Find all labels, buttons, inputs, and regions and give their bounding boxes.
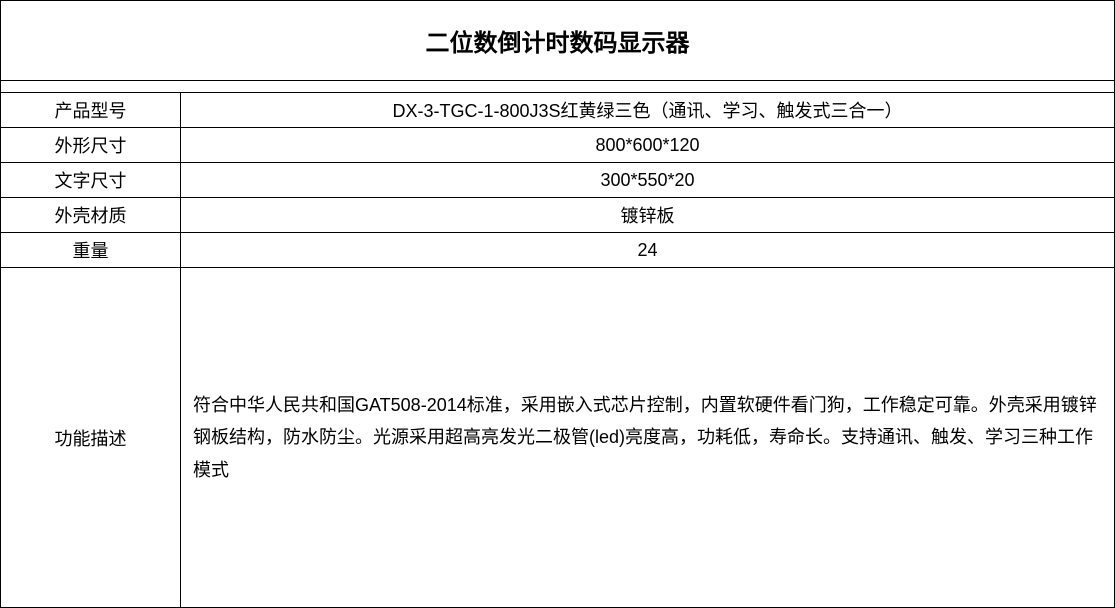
row-value-weight: 24 xyxy=(181,233,1115,268)
row-label-material: 外壳材质 xyxy=(1,198,181,233)
spec-table: 二位数倒计时数码显示器 产品型号 DX-3-TGC-1-800J3S红黄绿三色（… xyxy=(0,0,1115,608)
description-label: 功能描述 xyxy=(1,268,181,608)
table-title: 二位数倒计时数码显示器 xyxy=(1,1,1115,81)
spec-table-container: 二位数倒计时数码显示器 产品型号 DX-3-TGC-1-800J3S红黄绿三色（… xyxy=(0,0,1115,608)
row-value-model: DX-3-TGC-1-800J3S红黄绿三色（通讯、学习、触发式三合一） xyxy=(181,93,1115,128)
table-row: 文字尺寸 300*550*20 xyxy=(1,163,1115,198)
spacer-row xyxy=(1,81,1115,93)
spacer-cell xyxy=(1,81,1115,93)
row-value-dimensions: 800*600*120 xyxy=(181,128,1115,163)
table-row: 产品型号 DX-3-TGC-1-800J3S红黄绿三色（通讯、学习、触发式三合一… xyxy=(1,93,1115,128)
row-label-dimensions: 外形尺寸 xyxy=(1,128,181,163)
row-label-weight: 重量 xyxy=(1,233,181,268)
table-row: 重量 24 xyxy=(1,233,1115,268)
description-value: 符合中华人民共和国GAT508-2014标准，采用嵌入式芯片控制，内置软硬件看门… xyxy=(181,268,1115,608)
title-row: 二位数倒计时数码显示器 xyxy=(1,1,1115,81)
table-row: 外壳材质 镀锌板 xyxy=(1,198,1115,233)
row-value-text-size: 300*550*20 xyxy=(181,163,1115,198)
description-row: 功能描述 符合中华人民共和国GAT508-2014标准，采用嵌入式芯片控制，内置… xyxy=(1,268,1115,608)
row-label-model: 产品型号 xyxy=(1,93,181,128)
row-label-text-size: 文字尺寸 xyxy=(1,163,181,198)
row-value-material: 镀锌板 xyxy=(181,198,1115,233)
table-row: 外形尺寸 800*600*120 xyxy=(1,128,1115,163)
